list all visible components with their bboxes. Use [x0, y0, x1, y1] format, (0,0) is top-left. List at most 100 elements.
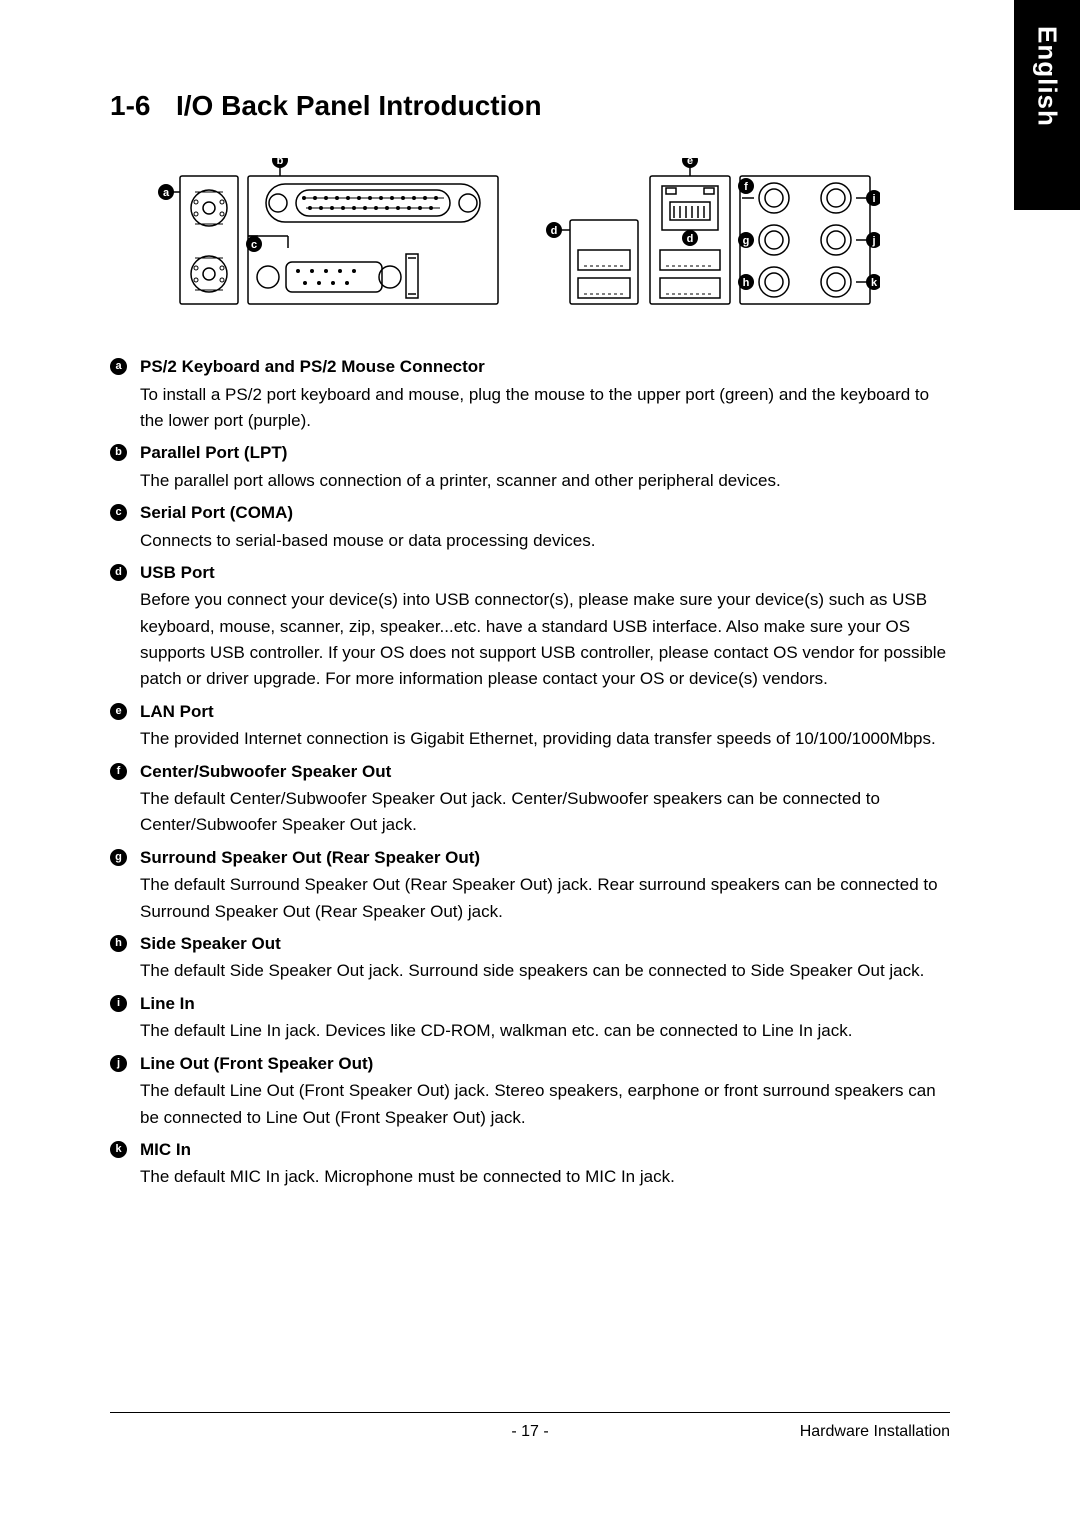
item-body: Line InThe default Line In jack. Devices… [140, 991, 950, 1045]
item-title: Serial Port (COMA) [140, 500, 950, 526]
item-title: USB Port [140, 560, 950, 586]
svg-text:h: h [743, 277, 750, 289]
item-description: The default Line In jack. Devices like C… [140, 1018, 950, 1044]
item-list: aPS/2 Keyboard and PS/2 Mouse ConnectorT… [110, 354, 950, 1191]
item-marker: g [110, 845, 140, 925]
item-marker-circle: d [110, 564, 127, 581]
diagram-label-d: d [546, 222, 562, 238]
item-description: Before you connect your device(s) into U… [140, 587, 950, 692]
list-item: b Parallel Port (LPT)The parallel port al… [110, 440, 950, 494]
item-marker-circle: a [110, 358, 127, 375]
item-body: PS/2 Keyboard and PS/2 Mouse ConnectorTo… [140, 354, 950, 434]
svg-text:d: d [551, 225, 558, 237]
svg-text:a: a [163, 187, 170, 199]
section-number: 1-6 [110, 90, 176, 122]
item-body: Center/Subwoofer Speaker OutThe default … [140, 759, 950, 839]
diagram-label-h: h [738, 274, 754, 290]
item-marker: i [110, 991, 140, 1045]
item-title: Line In [140, 991, 950, 1017]
item-description: The default Side Speaker Out jack. Surro… [140, 958, 950, 984]
item-title: Center/Subwoofer Speaker Out [140, 759, 950, 785]
diagram-label-e: e [682, 158, 698, 168]
item-title: MIC In [140, 1137, 950, 1163]
svg-text:k: k [871, 277, 878, 289]
item-marker: f [110, 759, 140, 839]
item-description: The parallel port allows connection of a… [140, 468, 950, 494]
list-item: e LAN PortThe provided Internet connectio… [110, 699, 950, 753]
item-marker-circle: k [110, 1141, 127, 1158]
item-marker-circle: i [110, 995, 127, 1012]
item-title: PS/2 Keyboard and PS/2 Mouse Connector [140, 354, 950, 380]
item-body: USB PortBefore you connect your device(s… [140, 560, 950, 693]
item-body: Side Speaker OutThe default Side Speaker… [140, 931, 950, 985]
section-heading: 1-6I/O Back Panel Introduction [110, 90, 950, 122]
item-description: The default Line Out (Front Speaker Out)… [140, 1078, 950, 1131]
item-marker-circle: g [110, 849, 127, 866]
svg-text:c: c [251, 239, 257, 251]
content-area: 1-6I/O Back Panel Introduction [110, 90, 950, 1197]
item-marker-circle: c [110, 504, 127, 521]
item-marker: d [110, 560, 140, 693]
svg-text:g: g [743, 235, 750, 247]
item-description: The default MIC In jack. Microphone must… [140, 1164, 950, 1190]
svg-text:d: d [687, 233, 694, 245]
svg-text:j: j [871, 235, 875, 247]
footer-page-number: - 17 - [110, 1423, 950, 1441]
item-marker: k [110, 1137, 140, 1191]
item-description: The default Center/Subwoofer Speaker Out… [140, 786, 950, 839]
item-marker: c [110, 500, 140, 554]
item-marker-circle: e [110, 703, 127, 720]
diagram-label-b: b [272, 158, 288, 168]
diagram-label-f: f [738, 178, 754, 194]
svg-text:e: e [687, 158, 693, 167]
item-description: Connects to serial-based mouse or data p… [140, 528, 950, 554]
diagram-label-j: j [866, 232, 880, 248]
io-panel-svg: a b c d d e f g h i j k [140, 158, 880, 318]
diagram-label-k: k [866, 274, 880, 290]
item-body: Serial Port (COMA)Connects to serial-bas… [140, 500, 950, 554]
item-marker-circle: j [110, 1055, 127, 1072]
page-footer: - 17 - Hardware Installation [110, 1412, 950, 1441]
item-body: Parallel Port (LPT)The parallel port all… [140, 440, 950, 494]
item-title: Parallel Port (LPT) [140, 440, 950, 466]
item-description: The default Surround Speaker Out (Rear S… [140, 872, 950, 925]
list-item: i Line InThe default Line In jack. Device… [110, 991, 950, 1045]
page: English 1-6I/O Back Panel Introduction [0, 0, 1080, 1529]
language-tab-label: English [1032, 26, 1063, 127]
item-marker: j [110, 1051, 140, 1131]
diagram-label-g: g [738, 232, 754, 248]
list-item: j Line Out (Front Speaker Out)The default… [110, 1051, 950, 1131]
list-item: c Serial Port (COMA)Connects to serial-ba… [110, 500, 950, 554]
list-item: a PS/2 Keyboard and PS/2 Mouse ConnectorT… [110, 354, 950, 434]
svg-text:b: b [277, 158, 284, 167]
diagram-label-a: a [158, 184, 174, 200]
item-marker: a [110, 354, 140, 434]
item-title: Side Speaker Out [140, 931, 950, 957]
diagram-label-i: i [866, 190, 880, 206]
item-body: MIC InThe default MIC In jack. Microphon… [140, 1137, 950, 1191]
list-item: g Surround Speaker Out (Rear Speaker Out)… [110, 845, 950, 925]
item-title: Surround Speaker Out (Rear Speaker Out) [140, 845, 950, 871]
item-body: Line Out (Front Speaker Out)The default … [140, 1051, 950, 1131]
item-marker-circle: f [110, 763, 127, 780]
io-panel-diagram: a b c d d e f g h i j k [140, 158, 880, 318]
item-title: LAN Port [140, 699, 950, 725]
list-item: f Center/Subwoofer Speaker OutThe default… [110, 759, 950, 839]
item-description: To install a PS/2 port keyboard and mous… [140, 382, 950, 435]
svg-text:f: f [744, 181, 748, 193]
language-tab: English [1014, 0, 1080, 210]
item-marker: h [110, 931, 140, 985]
item-marker: b [110, 440, 140, 494]
item-body: LAN PortThe provided Internet connection… [140, 699, 950, 753]
list-item: h Side Speaker OutThe default Side Speake… [110, 931, 950, 985]
item-title: Line Out (Front Speaker Out) [140, 1051, 950, 1077]
item-marker-circle: h [110, 935, 127, 952]
item-marker: e [110, 699, 140, 753]
section-title-text: I/O Back Panel Introduction [176, 90, 542, 121]
list-item: k MIC InThe default MIC In jack. Micropho… [110, 1137, 950, 1191]
item-body: Surround Speaker Out (Rear Speaker Out)T… [140, 845, 950, 925]
diagram-label-c: c [246, 236, 262, 252]
svg-text:i: i [872, 193, 875, 205]
item-marker-circle: b [110, 444, 127, 461]
list-item: d USB PortBefore you connect your device(… [110, 560, 950, 693]
